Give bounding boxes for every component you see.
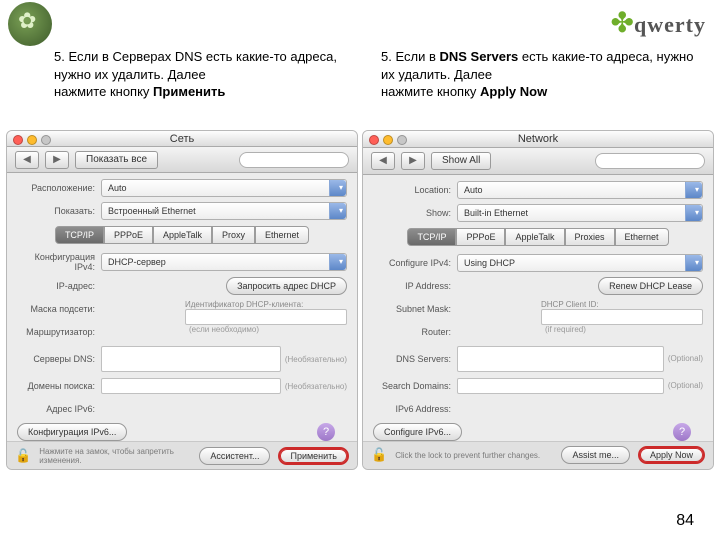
show-select[interactable]: Built-in Ethernet [457,204,703,222]
tab-pppoe[interactable]: PPPoE [104,226,153,244]
titlebar: Сеть [7,131,357,147]
renew-button[interactable]: Renew DHCP Lease [598,277,703,295]
close-icon[interactable] [369,135,379,145]
cfg4-select[interactable]: Using DHCP [457,254,703,272]
ip-label: IP-адрес: [17,281,101,291]
qwerty-logo: ✤qwerty [611,6,706,39]
dns-input[interactable] [101,346,281,372]
cfg4-label: Configure IPv4: [373,258,457,268]
zoom-icon[interactable] [41,135,51,145]
toolbar: ◀ ▶ Показать все [7,147,357,173]
help-icon[interactable]: ? [317,423,335,441]
search-domains-label: Домены поиска: [17,381,101,391]
zoom-icon[interactable] [397,135,407,145]
search-input[interactable] [239,152,349,168]
lock-text: Нажмите на замок, чтобы запретить измене… [39,447,191,465]
cfg4-select[interactable]: DHCP-сервер [101,253,347,271]
minimize-icon[interactable] [383,135,393,145]
eco-logo [8,2,52,46]
client-input[interactable] [185,309,347,325]
tab-ethernet[interactable]: Ethernet [615,228,669,246]
lock-icon[interactable]: 🔓 [15,448,31,464]
tab-ethernet[interactable]: Ethernet [255,226,309,244]
tab-proxy[interactable]: Proxy [212,226,255,244]
router-label: Маршрутизатор: [17,327,101,337]
tab-proxies[interactable]: Proxies [565,228,615,246]
tab-tcpip[interactable]: TCP/IP [407,228,456,246]
lock-text: Click the lock to prevent further change… [395,451,553,460]
page-number: 84 [676,512,694,530]
show-label: Показать: [17,206,101,216]
footer: 🔓 Click the lock to prevent further chan… [363,441,713,469]
ipv6-label: Адрес IPv6: [17,404,101,414]
search-hint: (Optional) [668,381,703,390]
panel-en: Network ◀ ▶ Show All Location:Auto Show:… [362,130,714,470]
apply-button[interactable]: Применить [278,447,349,465]
window-title: Сеть [170,133,194,145]
tabs: TCP/IP PPPoE AppleTalk Proxies Ethernet [373,228,703,246]
tab-appletalk[interactable]: AppleTalk [505,228,564,246]
tab-pppoe[interactable]: PPPoE [456,228,505,246]
show-all-button[interactable]: Показать все [75,151,158,169]
clover-icon: ✤ [611,7,634,38]
search-hint: (Необязательно) [285,382,347,391]
client-input[interactable] [541,309,703,325]
cfg6-button[interactable]: Configure IPv6... [373,423,462,441]
toolbar: ◀ ▶ Show All [363,148,713,175]
search-input[interactable] [595,153,705,169]
tabs: TCP/IP PPPoE AppleTalk Proxy Ethernet [17,226,347,244]
mask-label: Маска подсети: [17,304,101,314]
show-label: Show: [373,208,457,218]
tab-appletalk[interactable]: AppleTalk [153,226,212,244]
renew-button[interactable]: Запросить адрес DHCP [226,277,347,295]
show-all-button[interactable]: Show All [431,152,491,170]
client-label: DHCP Client ID: [541,300,703,309]
dns-hint: (Optional) [668,354,703,363]
caption-en: 5. Если в DNS Servers есть какие-то адре… [381,48,708,101]
help-icon[interactable]: ? [673,423,691,441]
search-domains-label: Search Domains: [373,381,457,391]
minimize-icon[interactable] [27,135,37,145]
ipv6-label: IPv6 Address: [373,404,457,414]
cfg4-label: Конфигурация IPv4: [17,252,101,272]
back-button[interactable]: ◀ [371,152,395,170]
client-hint: (if required) [545,325,703,334]
tab-tcpip[interactable]: TCP/IP [55,226,104,244]
titlebar: Network [363,131,713,148]
back-button[interactable]: ◀ [15,151,39,169]
window-controls[interactable] [369,135,407,145]
assist-button[interactable]: Assist me... [561,446,630,464]
client-label: Идентификатор DHCP-клиента: [185,300,347,309]
assist-button[interactable]: Ассистент... [199,447,270,465]
router-label: Router: [373,327,457,337]
apply-button[interactable]: Apply Now [638,446,705,464]
search-domains-input[interactable] [457,378,664,394]
location-select[interactable]: Auto [457,181,703,199]
dns-label: Серверы DNS: [17,354,101,364]
client-hint: (если необходимо) [189,325,347,334]
location-label: Location: [373,185,457,195]
show-select[interactable]: Встроенный Ethernet [101,202,347,220]
footer: 🔓 Нажмите на замок, чтобы запретить изме… [7,441,357,469]
dns-hint: (Необязательно) [285,355,347,364]
cfg6-button[interactable]: Конфигурация IPv6... [17,423,127,441]
location-select[interactable]: Auto [101,179,347,197]
captions: 5. Если в Серверах DNS есть какие-то адр… [54,48,708,101]
dns-label: DNS Servers: [373,354,457,364]
close-icon[interactable] [13,135,23,145]
window-controls[interactable] [13,135,51,145]
search-domains-input[interactable] [101,378,281,394]
location-label: Расположение: [17,183,101,193]
mask-label: Subnet Mask: [373,304,457,314]
window-title: Network [518,133,558,145]
forward-button[interactable]: ▶ [45,151,69,169]
forward-button[interactable]: ▶ [401,152,425,170]
panel-ru: Сеть ◀ ▶ Показать все Расположение:Auto … [6,130,358,470]
lock-icon[interactable]: 🔓 [371,447,387,463]
ip-label: IP Address: [373,281,457,291]
dns-input[interactable] [457,346,664,372]
caption-ru: 5. Если в Серверах DNS есть какие-то адр… [54,48,381,101]
